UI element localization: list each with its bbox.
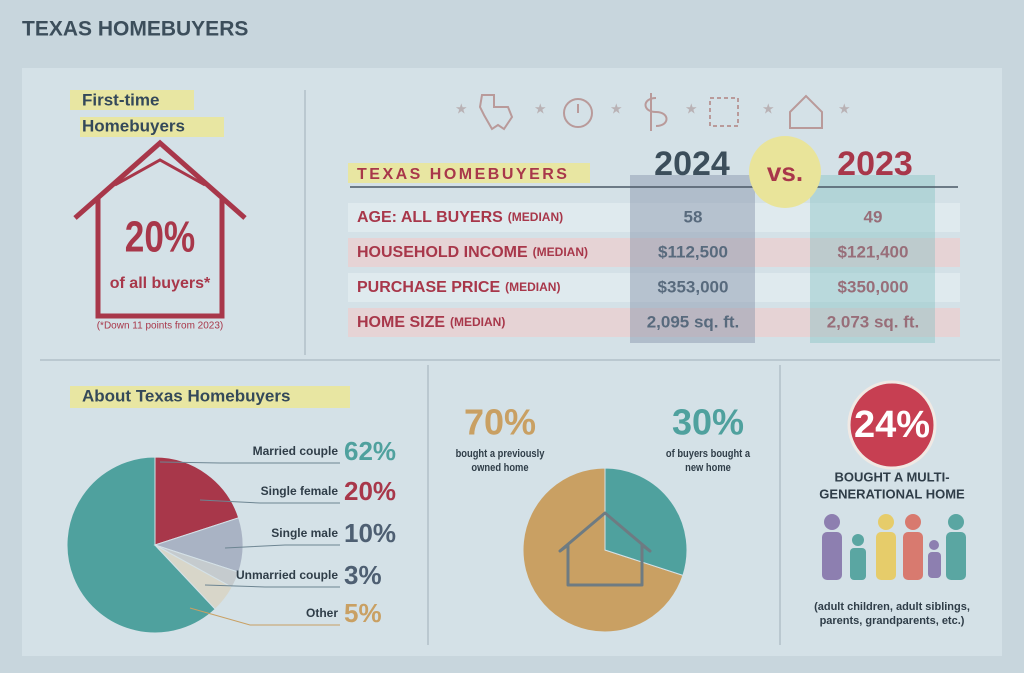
pie-slice [66,456,216,634]
multigen-title: BOUGHT A MULTI- [834,469,949,484]
row-qualifier: (MEDIAN) [505,280,560,294]
note: (*Down 11 points from 2023) [97,321,224,332]
pie-slice [154,544,233,610]
row-value: 49 [864,207,883,226]
row-qualifier: (MEDIAN) [533,245,588,259]
pie-caption: of buyers bought a new home [665,448,751,474]
svg-text:★: ★ [685,101,698,117]
leader-line [224,544,340,549]
section-title: Homebuyers [82,116,185,135]
row-value: $350,000 [838,277,909,296]
row-qualifier: (MEDIAN) [508,210,563,224]
leader-line [204,584,340,588]
pie-value-label: 30% [672,402,744,443]
row-value: 2,073 sq. ft. [827,312,920,331]
badge [847,380,937,470]
row-value: 2,095 sq. ft. [647,312,740,331]
row-band [348,238,960,267]
pie-value-label: 20% [344,476,396,506]
row-label: PURCHASE PRICE (MEDIAN) [357,279,560,296]
vs-circle [749,136,821,208]
highlight [70,90,194,110]
house-outline [558,511,652,587]
row-value: $353,000 [658,277,729,296]
page-title: TEXAS HOMEBUYERS [22,18,248,41]
pie-value-label: 70% [464,402,536,443]
column-band [630,175,755,343]
pie-label: Single male [271,526,338,540]
pie-caption: bought a previously owned home [455,448,545,474]
icon-row [478,93,823,131]
row-label-text: PURCHASE PRICE [357,279,500,296]
svg-text:★: ★ [455,101,468,117]
row-band [348,308,960,337]
pie-slice [522,467,684,633]
dividers [40,90,1000,645]
leader-line [189,607,340,626]
pie-value-label: 10% [344,518,396,548]
pie-value-label: 62% [344,436,396,466]
vs-label: vs. [767,157,803,187]
table-title: TEXAS HOMEBUYERS [357,166,569,183]
highlight [70,386,350,408]
stars: ★ ★ ★ ★ ★ ★ [455,101,851,117]
family-icon [822,514,966,580]
note: (adult children, adult siblings, [814,601,970,613]
row-label: HOME SIZE (MEDIAN) [357,314,505,331]
pie-label: Other [306,606,338,620]
pie-slice [604,467,688,576]
pie-label: Unmarried couple [236,568,338,582]
column-band [810,175,935,343]
pie-value-label: 3% [344,560,382,590]
multigen-value: 24% [854,404,930,446]
pie-value-label: 5% [344,598,382,628]
row-value: $112,500 [658,242,728,261]
highlight [348,163,590,183]
leader-line [159,461,340,464]
row-label-text: AGE: ALL BUYERS [357,209,503,226]
leader-line [199,499,340,504]
multigen-title: GENERATIONAL HOME [819,486,965,501]
first-time-value: 20% [125,213,195,262]
row-label: AGE: ALL BUYERS (MEDIAN) [357,209,563,226]
column-header: 2023 [837,145,913,183]
row-qualifier: (MEDIAN) [450,315,505,329]
pie-label: Married couple [253,444,339,458]
house-icon [73,139,247,319]
pie-label: Single female [261,484,339,498]
pie-slice [154,456,240,546]
section-title: About Texas Homebuyers [82,386,290,405]
column-header: 2024 [654,145,730,183]
row-value: $121,400 [838,242,909,261]
row-band [348,273,960,302]
note: parents, grandparents, etc.) [820,615,965,627]
row-label-text: HOUSEHOLD INCOME [357,244,528,261]
row-value: 58 [684,207,703,226]
svg-text:★: ★ [762,101,775,117]
caption: of all buyers* [110,275,211,292]
svg-text:★: ★ [610,101,623,117]
section-title: First-time [82,90,159,109]
row-band [348,203,960,232]
row-label: HOUSEHOLD INCOME (MEDIAN) [357,244,588,261]
svg-text:★: ★ [534,101,547,117]
highlight [80,117,224,137]
svg-text:★: ★ [838,101,851,117]
row-label-text: HOME SIZE [357,314,445,331]
